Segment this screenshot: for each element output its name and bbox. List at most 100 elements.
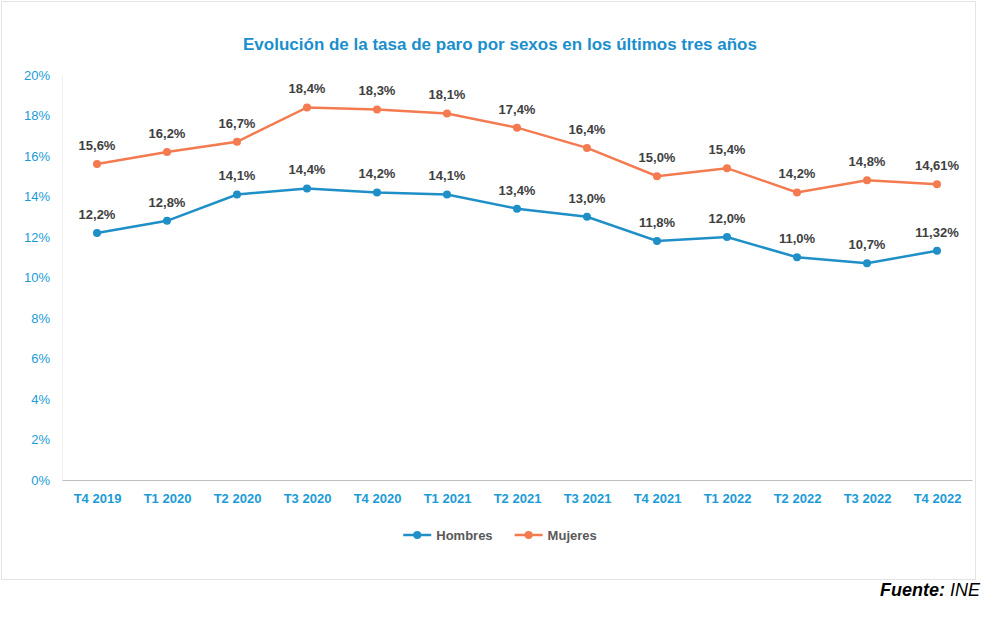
legend: Hombres Mujeres [403,528,597,543]
series-marker [233,138,241,146]
y-tick: 18% [24,108,62,123]
series-marker [163,148,171,156]
series-marker [653,237,661,245]
data-label: 14,2% [359,166,396,181]
x-tick-label: T4 2019 [74,491,122,506]
data-label: 14,4% [289,162,326,177]
legend-label: Hombres [436,528,492,543]
series-marker [723,164,731,172]
legend-marker [525,531,533,539]
x-tick-label: T2 2022 [774,491,822,506]
x-tick: T3 2021 [564,480,612,506]
y-tick-label: 10% [24,270,50,285]
x-tick: T4 2021 [634,480,682,506]
series-marker [583,144,591,152]
series-marker [933,180,941,188]
x-tick-label: T4 2022 [914,491,962,506]
series-marker [793,188,801,196]
x-tick-label: T4 2020 [354,491,402,506]
y-tick: 2% [31,432,62,447]
y-tick: 20% [24,68,62,83]
data-label: 12,8% [149,195,186,210]
y-tick: 4% [31,392,62,407]
series-marker [443,109,451,117]
x-tick-label: T3 2021 [564,491,612,506]
annotation: Fuente: [880,580,945,600]
data-label: 13,0% [569,191,606,206]
x-tick: T1 2021 [424,480,472,506]
series-marker [723,233,731,241]
x-tick: T4 2022 [914,480,962,506]
y-tick-label: 16% [24,149,50,164]
data-label: 12,2% [79,207,116,222]
x-tick: T2 2021 [494,480,542,506]
series-line [97,107,937,192]
x-axis: T4 2019 T1 2020 T2 2020 T3 2020 T4 2020 T1 20… [63,480,973,506]
series-marker [653,172,661,180]
x-tick-label: T2 2021 [494,491,542,506]
y-tick: 12% [24,230,62,245]
y-tick-label: 18% [24,108,50,123]
source: INEFuente: [880,580,981,600]
series-marker [303,103,311,111]
y-tick-label: 6% [31,351,50,366]
data-label: 14,2% [779,166,816,181]
data-label: 16,4% [569,122,606,137]
x-tick-label: T1 2022 [704,491,752,506]
series-marker [513,205,521,213]
data-label: 14,1% [429,168,466,183]
data-label: 10,7% [849,237,886,252]
y-axis-line [62,76,63,481]
series-marker [933,247,941,255]
series-marker [93,229,101,237]
y-tick: 8% [31,311,62,326]
data-label: 12,0% [709,211,746,226]
title: Evolución de la tasa de paro por sexos e… [243,35,757,54]
legend-marker [413,531,421,539]
data-label: 14,61% [915,158,960,173]
x-tick: T1 2022 [704,480,752,506]
y-tick: 16% [24,149,62,164]
legend-item: Hombres [403,528,492,543]
chart-frame [2,2,976,580]
x-tick: T4 2019 [74,480,122,506]
x-tick-label: T3 2020 [284,491,332,506]
x-tick: T2 2020 [214,480,262,506]
x-tick: T3 2020 [284,480,332,506]
data-label: 15,4% [709,142,746,157]
data-label: 18,4% [289,81,326,96]
y-tick-label: 8% [31,311,50,326]
y-tick-label: 2% [31,432,50,447]
x-axis-line [63,480,973,481]
y-tick: 6% [31,351,62,366]
data-label: 18,1% [429,87,466,102]
data-label: 17,4% [499,102,536,117]
data-label: 13,4% [499,183,536,198]
y-tick-label: 4% [31,392,50,407]
x-tick: T4 2020 [354,480,402,506]
data-label: 14,1% [219,168,256,183]
y-axis: 0% 2% 4% 6% 8% 10% 12% 14% 16% 18% 20% [24,68,63,488]
x-tick-label: T3 2022 [844,491,892,506]
x-tick: T3 2022 [844,480,892,506]
x-tick: T2 2022 [774,480,822,506]
x-tick-label: T1 2021 [424,491,472,506]
series-marker [373,105,381,113]
x-tick: T1 2020 [144,480,192,506]
x-tick-label: T2 2020 [214,491,262,506]
legend-label: Mujeres [548,528,597,543]
data-label: 15,6% [79,138,116,153]
series-marker [513,124,521,132]
y-tick-label: 0% [31,473,50,488]
y-tick-label: 12% [24,230,50,245]
series-marker [163,217,171,225]
y-tick: 10% [24,270,62,285]
series-marker [863,176,871,184]
series-marker [583,213,591,221]
data-label: 11,0% [779,231,816,246]
series-marker [443,190,451,198]
y-tick: 14% [24,189,62,204]
y-tick-label: 14% [24,189,50,204]
data-label: 16,2% [149,126,186,141]
y-tick-label: 20% [24,68,50,83]
